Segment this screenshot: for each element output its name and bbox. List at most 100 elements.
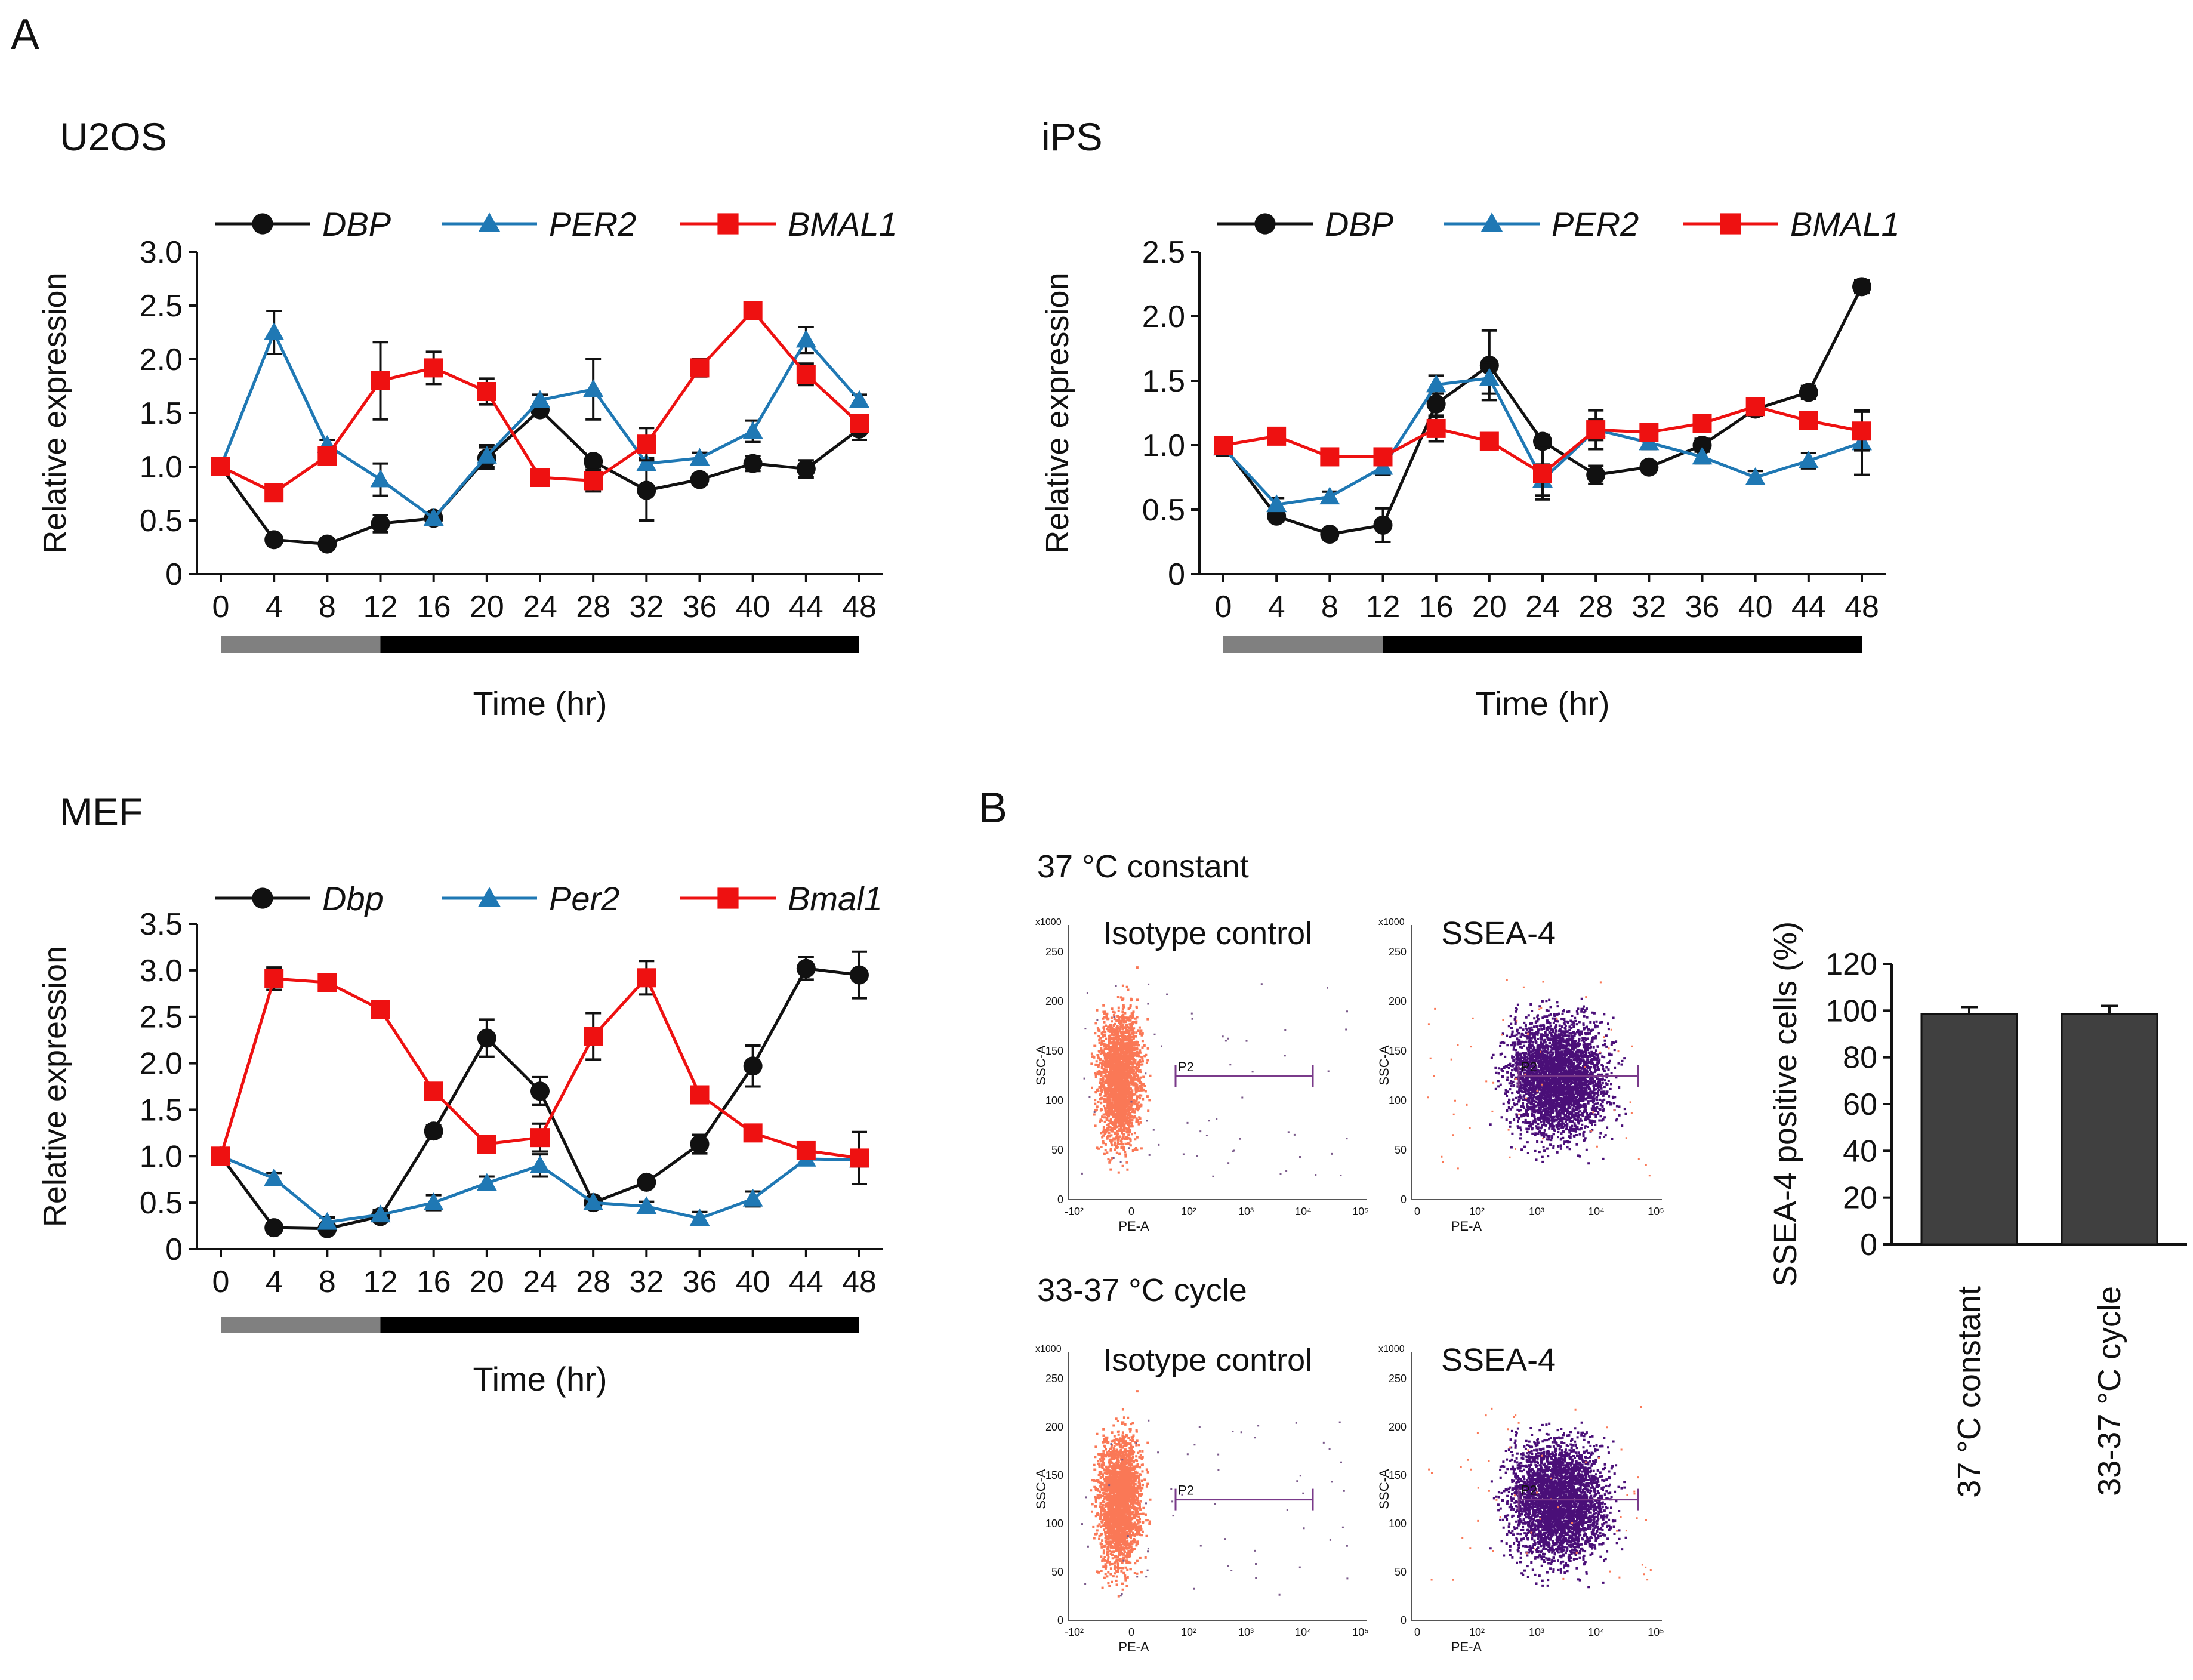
mef-xlabel: Time (hr): [473, 1360, 607, 1398]
flow-y-unit: x1000: [1378, 917, 1405, 927]
u2os-point-dbp: [690, 470, 710, 489]
u2os-legend-label-bmal1: BMAL1: [788, 205, 897, 243]
u2os-xtick-label: 16: [417, 590, 451, 624]
flow-y-label: SSC-A: [1034, 1469, 1048, 1509]
u2os-xtick-label: 8: [319, 590, 336, 624]
flow-gate-label: P2: [1178, 1059, 1194, 1074]
mef-legend-label-per2: Per2: [549, 880, 619, 917]
u2os-point-bmal1: [796, 365, 816, 384]
flow-xtick-label: 10⁴: [1588, 1626, 1605, 1638]
flow-ytick-label: 0: [1401, 1614, 1407, 1626]
flow-xtick-label: 10⁵: [1352, 1626, 1368, 1638]
ips-point-dbp: [1533, 431, 1552, 451]
ssea4-bar-chart: 0 20 40 60 80 100 120 SSEA-4 positive cells (%)…: [1768, 921, 2187, 1498]
mef-xtick-label: 16: [417, 1265, 451, 1299]
flow-xtick-label: 10³: [1238, 1626, 1254, 1638]
mef-legend-label-bmal1: Bmal1: [788, 880, 883, 917]
mef-xtick-label: 12: [363, 1265, 398, 1299]
ips-point-bmal1: [1267, 426, 1287, 446]
ips-xtick-label: 32: [1631, 590, 1666, 624]
bar-ylabel: SSEA-4 positive cells (%): [1768, 921, 1803, 1287]
ips-legend-marker-per2: [1480, 212, 1503, 233]
u2os-ytick-label: 3.0: [140, 235, 183, 270]
u2os-point-dbp: [371, 514, 390, 534]
flow-plot-ssea: SSEA-4 x1000 250 200 150 100 50 00 10² 10³ 10⁴ 10⁵ P…: [1377, 1342, 1664, 1654]
flow-cytometry-panels: 37 °C constant Isotype control x1000 250 200…: [1034, 849, 1664, 1654]
flow-ytick-label: 0: [1057, 1194, 1063, 1206]
mef-series-per2: [211, 1146, 869, 1230]
flow-ytick-label: 100: [1389, 1095, 1407, 1106]
ips-point-dbp: [1799, 383, 1818, 402]
mef-legend-marker-dbp: [252, 887, 273, 909]
u2os-point-bmal1: [690, 358, 710, 378]
flow-x-label: PE-A: [1451, 1219, 1482, 1234]
ips-point-per2: [1479, 368, 1500, 386]
ips-point-dbp: [1852, 277, 1871, 297]
flow-dot-cloud: [1489, 997, 1627, 1165]
mef-ytick-label: 3.0: [140, 954, 183, 988]
ips-point-bmal1: [1214, 436, 1233, 455]
bar-1: [2061, 1013, 2158, 1246]
u2os-point-bmal1: [317, 446, 337, 466]
ips-point-per2: [1426, 374, 1446, 393]
u2os-xtick-label: 20: [470, 590, 504, 624]
u2os-point-per2: [742, 421, 763, 439]
ips-point-bmal1: [1852, 421, 1871, 441]
mef-point-per2: [636, 1196, 657, 1214]
ips-ylabel: Relative expression: [1040, 272, 1075, 553]
mef-ytick-label: 1.5: [140, 1093, 183, 1127]
ips-point-per2: [1798, 450, 1819, 468]
mef-ytick-label: 0: [165, 1232, 183, 1267]
mef-point-bmal1: [530, 1128, 550, 1148]
flow-x-label: PE-A: [1451, 1639, 1482, 1654]
u2os-point-dbp: [637, 480, 656, 500]
mef-xtick-label: 24: [523, 1265, 557, 1299]
u2os-title: U2OS: [60, 115, 167, 159]
mef-point-per2: [583, 1192, 604, 1210]
mef-light-phase-bar: [221, 1317, 381, 1333]
u2os-line-per2: [219, 328, 860, 520]
mef-point-per2: [476, 1173, 497, 1191]
flow-gate-label: P2: [1521, 1059, 1537, 1074]
ips-legend-label-per2: PER2: [1552, 205, 1639, 243]
u2os-ytick-label: 2.0: [140, 343, 183, 377]
mef-xtick-label: 36: [683, 1265, 717, 1299]
ips-point-per2: [1266, 494, 1287, 513]
mef-dark-phase-bar: [380, 1317, 859, 1333]
u2os-legend-label-dbp: DBP: [322, 205, 391, 243]
flow-y-label: SSC-A: [1377, 1469, 1392, 1509]
u2os-series-bmal1: [211, 301, 869, 503]
u2os-legend-marker-dbp: [252, 213, 273, 235]
mef-series-dbp: [211, 950, 869, 1238]
mef-point-bmal1: [850, 1148, 869, 1168]
flow-xtick-label: 10⁴: [1295, 1626, 1312, 1638]
bar-ytick-label: 120: [1825, 947, 1877, 982]
u2os-point-per2: [370, 469, 391, 488]
mef-legend-marker-per2: [478, 887, 501, 907]
mef-point-per2: [530, 1155, 550, 1173]
flow-ytick-label: 250: [1045, 1373, 1063, 1385]
mef-ytick-label: 2.5: [140, 1000, 183, 1035]
mef-point-bmal1: [211, 1146, 230, 1166]
mef-ylabel: Relative expression: [37, 946, 73, 1227]
u2os-point-bmal1: [371, 371, 390, 390]
flow-ytick-label: 250: [1389, 1373, 1407, 1385]
ips-point-bmal1: [1799, 411, 1818, 430]
flow-ytick-label: 100: [1389, 1518, 1407, 1530]
flow-y-label: SSC-A: [1377, 1045, 1392, 1086]
mef-point-bmal1: [264, 969, 284, 988]
mef-point-bmal1: [317, 973, 337, 992]
bar-ytick-label: 0: [1860, 1228, 1877, 1262]
bar-category-label: 33-37 °C cycle: [2092, 1286, 2127, 1496]
flow-xtick-label: 10⁴: [1295, 1206, 1312, 1217]
ips-dark-phase-bar: [1383, 636, 1862, 653]
u2os-point-bmal1: [637, 434, 656, 454]
flow-ytick-label: 50: [1051, 1144, 1063, 1156]
u2os-point-dbp: [264, 530, 284, 550]
u2os-ytick-label: 1.0: [140, 450, 183, 485]
flow-xtick-label: 10³: [1529, 1626, 1544, 1638]
flow-xtick-label: 0: [1414, 1206, 1420, 1217]
mef-point-bmal1: [690, 1085, 710, 1105]
